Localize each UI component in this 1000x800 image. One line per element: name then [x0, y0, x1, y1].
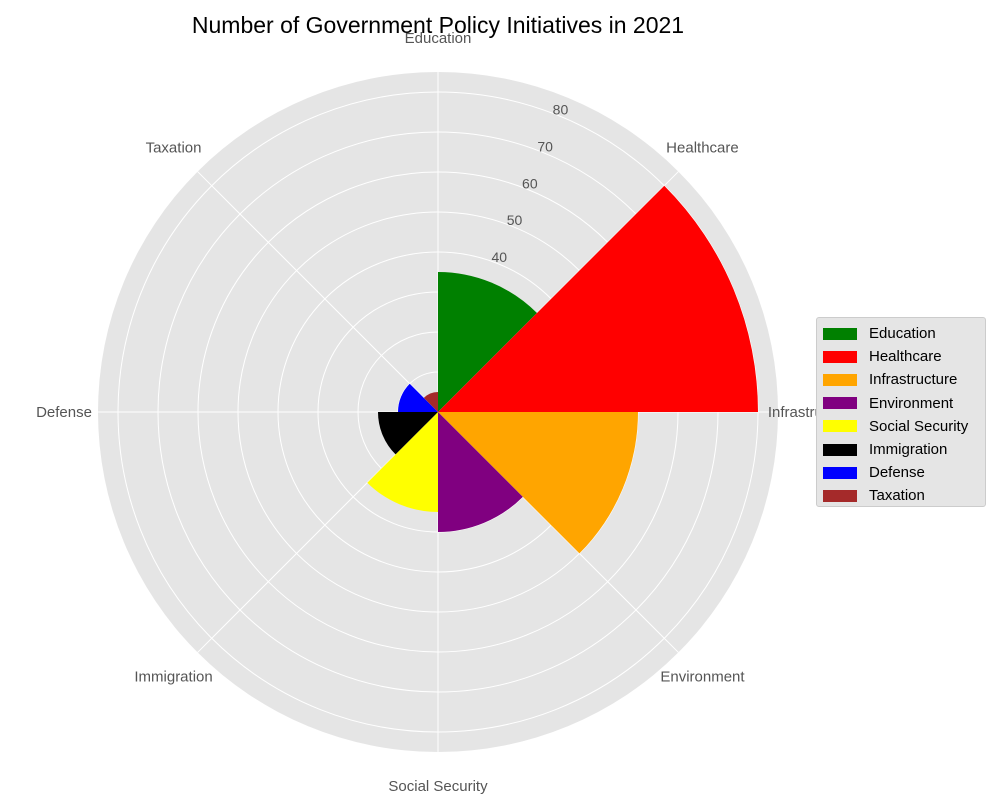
legend-label: Infrastructure [869, 371, 958, 389]
bar-immigration [378, 412, 438, 455]
legend-item: Social Security [817, 415, 985, 438]
bar-social-security [367, 412, 438, 512]
legend-swatch [823, 350, 857, 363]
legend-swatch [823, 443, 857, 456]
bar-healthcare [438, 185, 758, 412]
angular-tick-label: Social Security [388, 778, 488, 795]
angular-tick-label: Healthcare [666, 140, 739, 157]
legend-label: Environment [869, 394, 954, 412]
legend: Education Healthcare Infrastructure Environ… [816, 317, 986, 507]
legend-item: Infrastructure [817, 368, 985, 391]
legend-item: Education [817, 322, 985, 345]
angular-tick-label: Environment [660, 668, 745, 685]
radial-tick-label: 80 [553, 101, 569, 117]
angular-tick-label: Taxation [146, 140, 202, 157]
radial-tick-label: 40 [491, 249, 507, 265]
angular-tick-label: Defense [36, 404, 92, 421]
angular-gridline [197, 171, 439, 413]
legend-swatch [823, 327, 857, 340]
radial-tick-label: 70 [537, 138, 553, 154]
legend-label: Taxation [869, 487, 925, 505]
legend-item: Taxation [817, 484, 985, 507]
bar-education [438, 272, 537, 412]
legend-swatch [823, 466, 857, 479]
bar-defense [398, 383, 438, 412]
legend-item: Immigration [817, 438, 985, 461]
legend-item: Healthcare [817, 345, 985, 368]
bar-taxation [423, 392, 438, 412]
radial-tick-label: 60 [522, 175, 538, 191]
legend-label: Immigration [869, 441, 948, 459]
bar-infrastructure [438, 412, 638, 554]
angular-tick-label: Immigration [134, 668, 212, 685]
radial-tick-label: 50 [507, 212, 523, 228]
legend-label: Healthcare [869, 348, 942, 366]
angular-tick-label: Education [405, 30, 472, 47]
chart-title: Number of Government Policy Initiatives … [191, 12, 685, 38]
legend-label: Social Security [869, 417, 969, 435]
legend-swatch [823, 420, 857, 433]
legend-label: Defense [869, 464, 925, 482]
bar-environment [438, 412, 523, 532]
legend-item: Defense [817, 461, 985, 484]
legend-label: Education [869, 325, 936, 343]
legend-item: Environment [817, 392, 985, 415]
legend-swatch [823, 489, 857, 502]
legend-swatch [823, 397, 857, 410]
legend-swatch [823, 373, 857, 386]
